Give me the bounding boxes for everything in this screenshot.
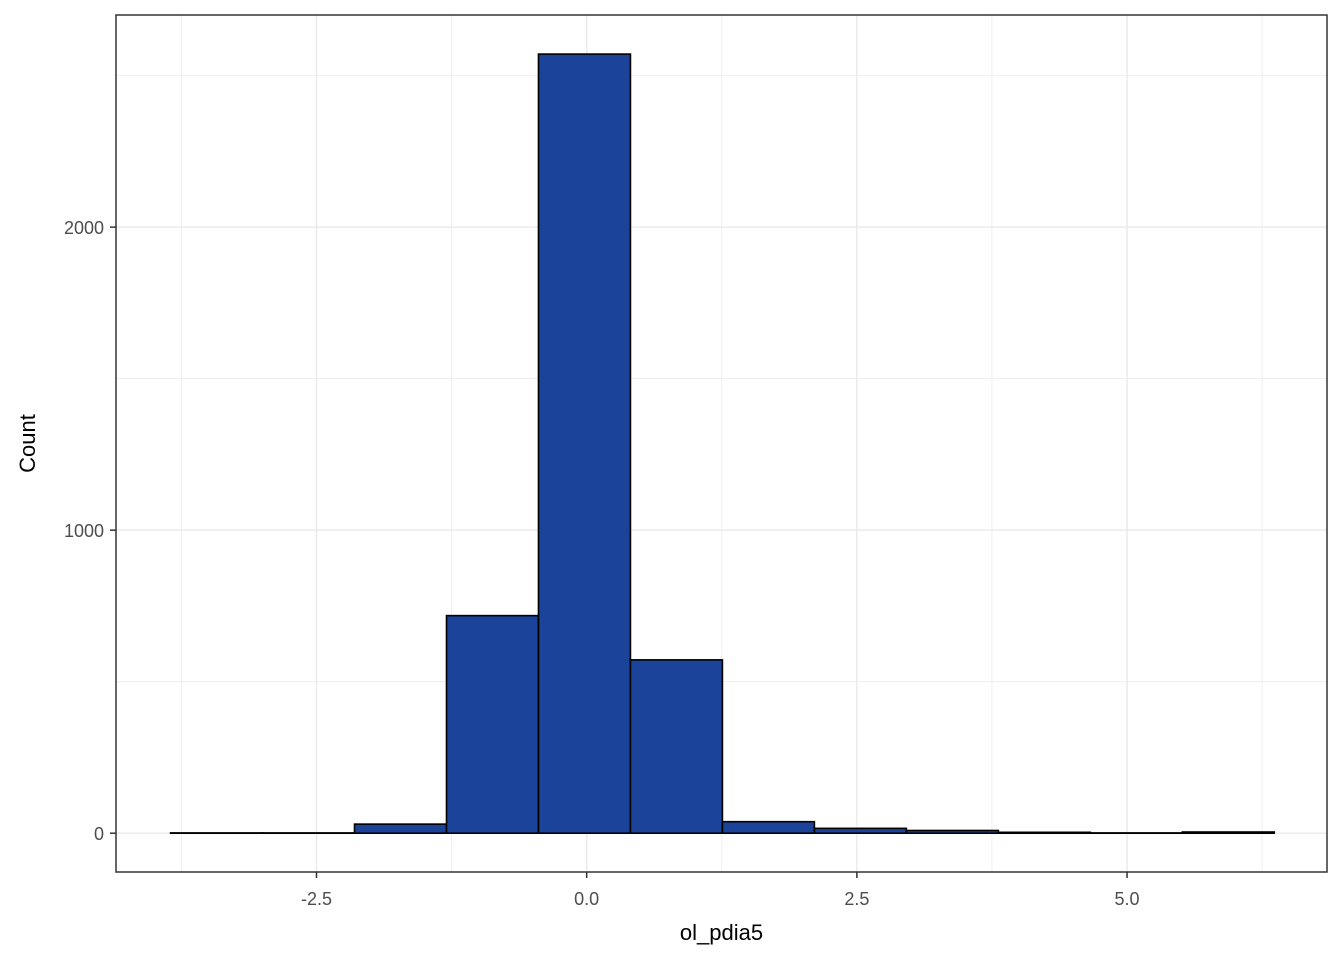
histogram-bar — [353, 823, 448, 835]
y-tick-label: 1000 — [64, 521, 104, 541]
y-tick-label: 2000 — [64, 218, 104, 238]
histogram-bar — [905, 829, 1000, 835]
x-tick-label: -2.5 — [301, 889, 332, 909]
x-tick-label: 2.5 — [844, 889, 869, 909]
x-tick-label: 5.0 — [1115, 889, 1140, 909]
histogram-bar — [445, 614, 540, 835]
histogram-bar — [721, 820, 816, 835]
y-axis-title: Count — [15, 414, 40, 473]
histogram-bar — [1181, 831, 1276, 835]
x-tick-label: 0.0 — [574, 889, 599, 909]
histogram-bars — [169, 53, 1276, 835]
histogram-bar — [537, 53, 632, 835]
y-tick-label: 0 — [94, 824, 104, 844]
x-axis-title: ol_pdia5 — [680, 920, 763, 945]
histogram-bar — [997, 831, 1092, 835]
histogram-bar — [813, 827, 908, 835]
y-axis-ticks: 0 1000 2000 — [64, 218, 116, 844]
x-axis-ticks: -2.5 0.0 2.5 5.0 — [301, 872, 1140, 909]
histogram-bar — [629, 659, 724, 835]
panel-border — [115, 14, 1328, 873]
